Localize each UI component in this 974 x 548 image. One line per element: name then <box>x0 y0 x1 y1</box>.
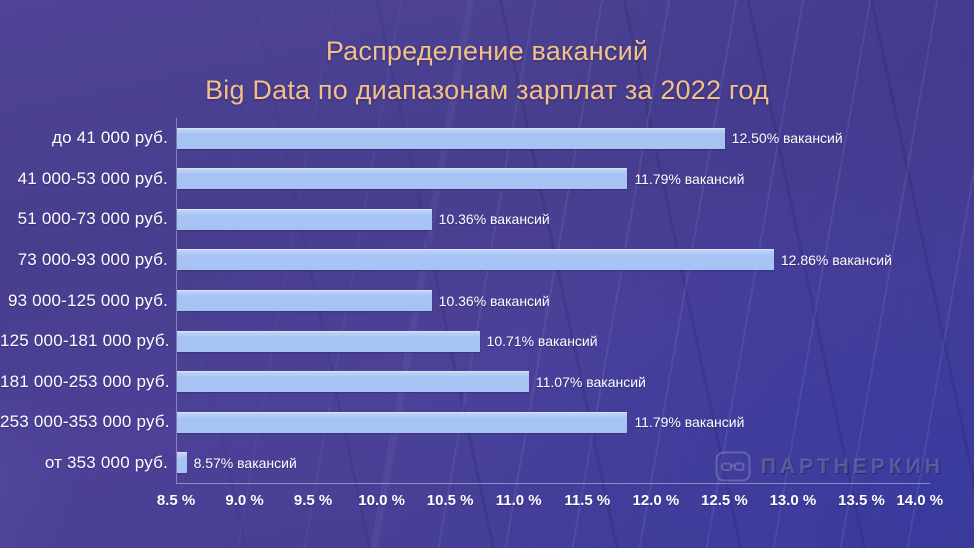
category-label: 181 000-253 000 руб. <box>0 371 170 391</box>
bar <box>177 330 480 352</box>
bar-zone: 11.79% вакансий <box>176 401 930 443</box>
bar-zone: 10.36% вакансий <box>176 199 930 240</box>
x-axis-tick-label: 12.5 % <box>701 492 748 509</box>
chart-row: от 353 000 руб. 8.57% вакансий <box>0 442 974 484</box>
chart-row: 51 000-73 000 руб. 10.36% вакансий <box>0 199 974 240</box>
x-axis-tick-label: 8.5 % <box>156 492 196 509</box>
category-label: от 353 000 руб. <box>44 452 168 472</box>
chart-row: 253 000-353 000 руб. 11.79% вакансий <box>0 401 974 443</box>
bar-zone: 12.50% вакансий <box>176 118 930 159</box>
bar <box>177 371 529 393</box>
x-axis-tick-label: 12.0 % <box>632 492 680 509</box>
bar-zone: 12.86% вакансий <box>176 239 930 281</box>
x-axis-tick-label: 10.0 % <box>358 492 405 509</box>
bar-zone: 10.36% вакансий <box>176 280 930 321</box>
chart-title: Распределение вакансий Big Data по диапа… <box>0 32 974 110</box>
bar <box>177 168 628 190</box>
bar-value-label: 11.79% вакансий <box>634 170 745 187</box>
category-label: 41 000-53 000 руб. <box>17 168 168 188</box>
bar-value-label: 10.36% вакансий <box>438 292 550 309</box>
x-axis-tick-label: 9.5 % <box>293 492 333 509</box>
x-axis-tick-label: 14.0 % <box>896 492 944 509</box>
category-label: 125 000-181 000 руб. <box>0 331 170 351</box>
glasses-logo-icon <box>715 451 751 482</box>
bar-value-label: 11.79% вакансий <box>634 414 745 431</box>
bar <box>177 208 432 230</box>
x-axis-tick-label: 11.0 % <box>495 492 542 509</box>
category-label: 93 000-125 000 руб. <box>7 290 168 310</box>
bar-value-label: 11.07% вакансий <box>535 373 646 390</box>
bar-zone: 11.07% вакансий <box>176 361 930 402</box>
x-axis: 8.5 % 9.0 % 9.5 % 10.0 % 10.5 % 11.0 % 1… <box>157 483 943 518</box>
bar-value-label: 12.50% вакансий <box>731 130 843 147</box>
bar-value-label: 8.57% вакансий <box>193 454 297 471</box>
chart-title-line1: Распределение вакансий <box>325 36 649 66</box>
x-axis-tick-label: 9.0 % <box>225 492 264 509</box>
category-label: 51 000-73 000 руб. <box>17 209 168 229</box>
category-label: до 41 000 руб. <box>51 128 168 148</box>
bar <box>177 127 725 149</box>
bar <box>177 411 628 433</box>
bar <box>177 452 187 474</box>
chart-row: 181 000-253 000 руб. 11.07% вакансий <box>0 361 974 402</box>
bar-zone: 10.71% вакансий <box>176 320 930 362</box>
chart-title-line2: Big Data по диапазонам зарплат за 2022 г… <box>205 75 769 105</box>
x-axis-tick-label: 13.0 % <box>769 492 817 509</box>
x-axis-tick-label: 10.5 % <box>426 492 474 509</box>
bar-zone: 11.79% вакансий <box>176 158 930 200</box>
bar-value-label: 10.71% вакансий <box>486 333 598 350</box>
watermark: ПАРТНЕРКИН <box>715 451 944 482</box>
bar <box>177 249 774 271</box>
chart-row: 73 000-93 000 руб. 12.86% вакансий <box>0 239 974 281</box>
x-axis-tick-label: 13.5 % <box>838 492 885 509</box>
x-axis-tick-label: 11.5 % <box>564 492 611 509</box>
category-label: 73 000-93 000 руб. <box>17 249 168 269</box>
chart-row: 125 000-181 000 руб. 10.71% вакансий <box>0 320 974 362</box>
chart-row: 41 000-53 000 руб. 11.79% вакансий <box>0 158 974 200</box>
watermark-text: ПАРТНЕРКИН <box>760 454 944 478</box>
bar-value-label: 12.86% вакансий <box>780 251 892 268</box>
chart-row: 93 000-125 000 руб. 10.36% вакансий <box>0 280 974 321</box>
chart-row: до 41 000 руб. 12.50% вакансий <box>0 118 974 159</box>
chart-plot-area: до 41 000 руб. 12.50% вакансий 41 000-53… <box>0 118 974 484</box>
bar <box>177 290 432 312</box>
category-label: 253 000-353 000 руб. <box>0 412 170 432</box>
bar-zone: 8.57% вакансий <box>176 442 930 484</box>
bar-value-label: 10.36% вакансий <box>438 211 550 228</box>
